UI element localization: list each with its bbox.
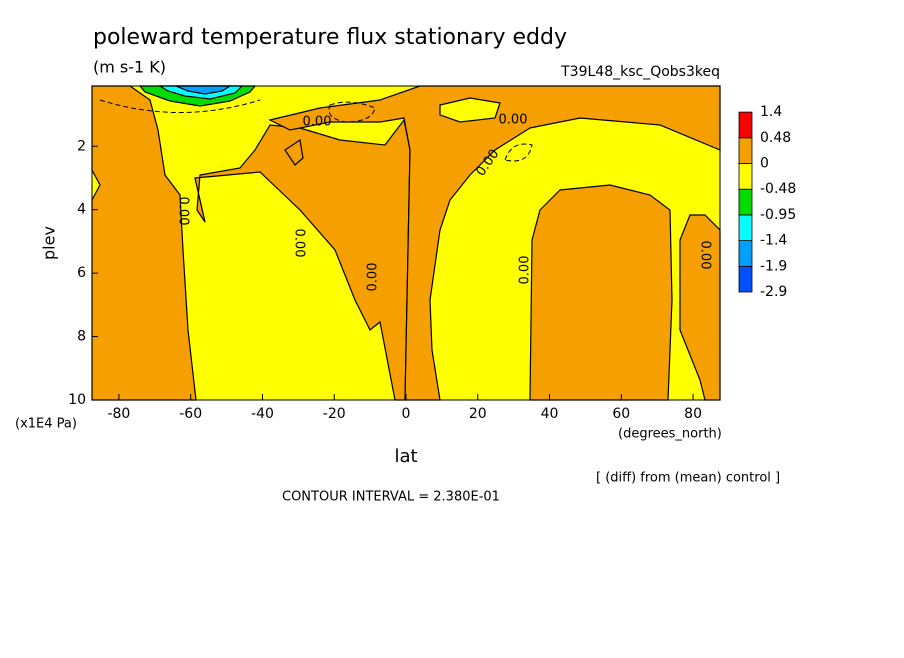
y-tick-label: 8 <box>77 329 86 345</box>
contour-region <box>284 138 304 166</box>
x-tick-label: -20 <box>323 406 346 422</box>
contour-region <box>439 97 501 123</box>
colorbar-box <box>738 240 753 267</box>
colorbar-label: -0.95 <box>760 207 796 223</box>
colorbar-label: 1.4 <box>760 104 782 120</box>
contour-label: 0.00 <box>518 256 533 285</box>
units: (m s-1 K) <box>93 58 166 77</box>
x-tick-label: 80 <box>684 406 702 422</box>
y-tick-label: 6 <box>77 265 86 281</box>
x-tick-label: 40 <box>541 406 559 422</box>
dashed-contour <box>328 101 376 123</box>
y-tick-label: 10 <box>68 392 86 408</box>
x-unit: (degrees_north) <box>618 427 722 442</box>
colorbar-box <box>738 137 753 164</box>
colorbar-label: -0.48 <box>760 181 796 197</box>
contour-label: 0.00 <box>303 115 332 130</box>
colorbar-label: -1.4 <box>760 233 787 249</box>
dashed-contour <box>504 143 533 162</box>
colorbar-box <box>738 188 753 216</box>
y-tick-label: 4 <box>77 202 86 218</box>
contour-interval: CONTOUR INTERVAL = 2.380E-01 <box>282 490 500 505</box>
colorbar-box <box>738 111 753 139</box>
x-axis-label: lat <box>394 446 417 467</box>
dashed-contour <box>99 99 261 113</box>
run-id: T39L48_ksc_Qobs3keq <box>560 64 720 80</box>
y-tick-label: 2 <box>77 138 86 154</box>
colorbar-box <box>738 265 753 293</box>
note: [ (diff) from (mean) control ] <box>596 471 780 486</box>
x-tick-label: -80 <box>107 406 130 422</box>
colorbar-label: 0.48 <box>760 130 791 146</box>
x-tick-label: -60 <box>179 406 202 422</box>
x-tick-label: 20 <box>469 406 487 422</box>
colorbar-label: 0 <box>760 156 769 172</box>
chart-title: poleward temperature flux stationary edd… <box>93 25 567 50</box>
x-tick-label: 0 <box>402 406 411 422</box>
colorbar-box <box>738 214 753 241</box>
contour-label: 0.00 <box>176 197 191 226</box>
contour-region <box>529 184 673 401</box>
colorbar-box <box>738 163 753 190</box>
contour-label: 0.00 <box>698 241 713 270</box>
colorbar-label: -1.9 <box>760 258 787 274</box>
contour-region <box>91 85 197 401</box>
contour-label: 0.00 <box>499 113 528 128</box>
contour-label: 0.00 <box>292 229 307 258</box>
y-unit: (x1E4 Pa) <box>15 417 77 432</box>
x-tick-label: -40 <box>251 406 274 422</box>
contour-label: 0.00 <box>366 263 381 292</box>
x-tick-label: 60 <box>612 406 630 422</box>
colorbar-label: -2.9 <box>760 284 787 300</box>
y-axis-label: plev <box>40 226 59 260</box>
